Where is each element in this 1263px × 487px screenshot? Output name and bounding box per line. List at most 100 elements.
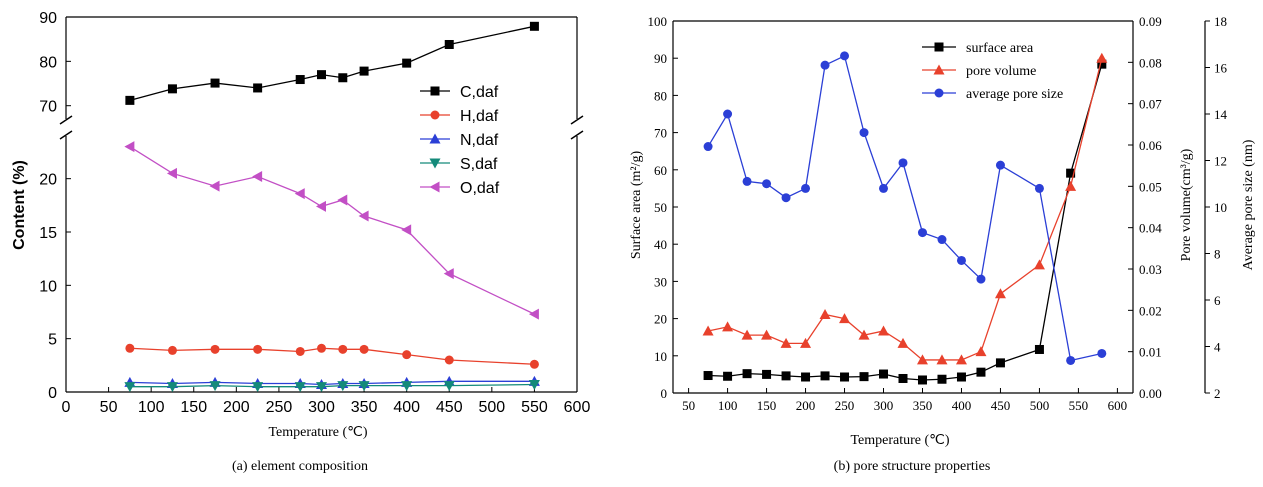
data-point xyxy=(1097,59,1107,69)
data-point xyxy=(338,73,348,83)
data-point xyxy=(819,308,831,319)
y-tick-label: 15 xyxy=(39,225,57,242)
legend-label: pore volume xyxy=(966,64,1036,79)
data-point xyxy=(723,371,733,381)
y-tick-label-right: 0.08 xyxy=(1139,55,1162,70)
data-point xyxy=(1034,183,1044,193)
data-point xyxy=(1097,348,1107,358)
data-point xyxy=(723,109,733,119)
y-tick-label-right: 0.01 xyxy=(1139,345,1162,360)
y-tick-label-right2: 12 xyxy=(1214,154,1227,169)
x-tick-label: 250 xyxy=(266,399,293,416)
panel-a-element-composition: 0 50 100 150 200 250 300 350 400 450 500 550 600 0 5 10… xyxy=(39,10,590,416)
data-point xyxy=(898,158,908,168)
x-tick-label: 450 xyxy=(991,398,1011,413)
panel-a-xlabel: Temperature (℃) xyxy=(268,425,367,440)
data-point xyxy=(780,337,792,348)
y-tick-label-left: 50 xyxy=(654,200,667,215)
y-tick-label-right: 0.03 xyxy=(1139,262,1162,277)
data-point xyxy=(294,382,306,393)
data-point xyxy=(937,235,947,245)
legend-marker xyxy=(934,88,944,98)
data-point xyxy=(443,381,455,392)
data-point xyxy=(295,75,305,85)
data-point xyxy=(820,60,830,70)
legend-marker xyxy=(429,181,440,193)
data-point xyxy=(781,193,791,203)
y-tick-label-right2: 8 xyxy=(1214,247,1221,262)
y-tick-label-right2: 2 xyxy=(1214,386,1221,401)
data-point xyxy=(897,337,909,348)
panel-a-caption: (a) element composition xyxy=(232,459,368,474)
data-point xyxy=(317,343,326,353)
x-tick-label: 50 xyxy=(682,398,695,413)
x-tick-label: 0 xyxy=(62,399,71,416)
data-point xyxy=(703,371,713,381)
data-point xyxy=(976,274,986,284)
data-point xyxy=(781,371,791,381)
panel-b-pore-structure: 50 100 150 200 250 300 350 400 450 500 550 60001020… xyxy=(648,14,1228,413)
y-tick-label-right2: 6 xyxy=(1214,293,1221,308)
data-point xyxy=(859,128,869,138)
panel-b-left-ylabel: Surface area (m²/g) xyxy=(629,150,644,259)
data-point xyxy=(358,210,369,222)
y-tick-label-left: 100 xyxy=(648,14,668,29)
data-point xyxy=(210,78,220,88)
legend-marker xyxy=(934,42,944,52)
data-point xyxy=(722,321,734,332)
axis-break-mark xyxy=(59,115,73,125)
series-line-n-daf xyxy=(129,380,535,386)
data-point xyxy=(253,344,263,354)
data-point xyxy=(210,344,220,354)
legend-marker xyxy=(429,158,441,169)
data-point xyxy=(762,369,772,379)
x-tick-label: 500 xyxy=(1030,398,1050,413)
data-point xyxy=(840,372,850,382)
data-point xyxy=(209,180,220,192)
data-point xyxy=(529,21,539,31)
data-point xyxy=(359,344,369,354)
data-point xyxy=(443,268,454,280)
data-point xyxy=(124,141,135,153)
x-tick-label: 100 xyxy=(718,398,738,413)
data-point xyxy=(166,167,177,179)
legend-label: surface area xyxy=(966,41,1034,56)
x-tick-label: 450 xyxy=(436,399,463,416)
x-tick-label: 150 xyxy=(180,399,207,416)
y-tick-label-right2: 4 xyxy=(1214,340,1221,355)
data-point xyxy=(528,380,540,391)
legend-marker xyxy=(430,86,440,96)
axis-break-mark xyxy=(570,115,584,125)
legend-label: S,daf xyxy=(460,156,498,173)
data-point xyxy=(858,329,870,340)
legend-label: H,daf xyxy=(460,108,499,125)
data-point xyxy=(762,179,772,189)
data-point xyxy=(956,372,966,382)
data-point xyxy=(359,66,369,76)
y-tick-label-right2: 16 xyxy=(1214,61,1228,76)
x-tick-label: 600 xyxy=(1108,398,1128,413)
panel-b-xlabel: Temperature (℃) xyxy=(850,433,949,448)
y-tick-label-left: 20 xyxy=(654,312,667,327)
data-point xyxy=(125,95,135,105)
data-point xyxy=(528,308,539,320)
axis-break-mark xyxy=(59,130,73,140)
data-point xyxy=(444,355,454,365)
data-point xyxy=(529,359,539,369)
y-tick-label-right: 0.09 xyxy=(1139,14,1162,29)
x-tick-label: 100 xyxy=(138,399,165,416)
data-point xyxy=(294,188,305,200)
data-point xyxy=(209,381,221,392)
data-point xyxy=(742,176,752,186)
data-point xyxy=(761,329,773,340)
y-tick-label-right2: 14 xyxy=(1214,107,1228,122)
x-tick-label: 350 xyxy=(913,398,933,413)
legend-label: O,daf xyxy=(460,180,500,197)
data-point xyxy=(1065,180,1077,191)
y-tick-label-left: 70 xyxy=(654,126,667,141)
data-point xyxy=(702,325,714,336)
data-point xyxy=(898,373,908,383)
legend-marker xyxy=(933,64,945,75)
legend-label: average pore size xyxy=(966,87,1063,102)
y-tick-label-left: 60 xyxy=(654,163,667,178)
